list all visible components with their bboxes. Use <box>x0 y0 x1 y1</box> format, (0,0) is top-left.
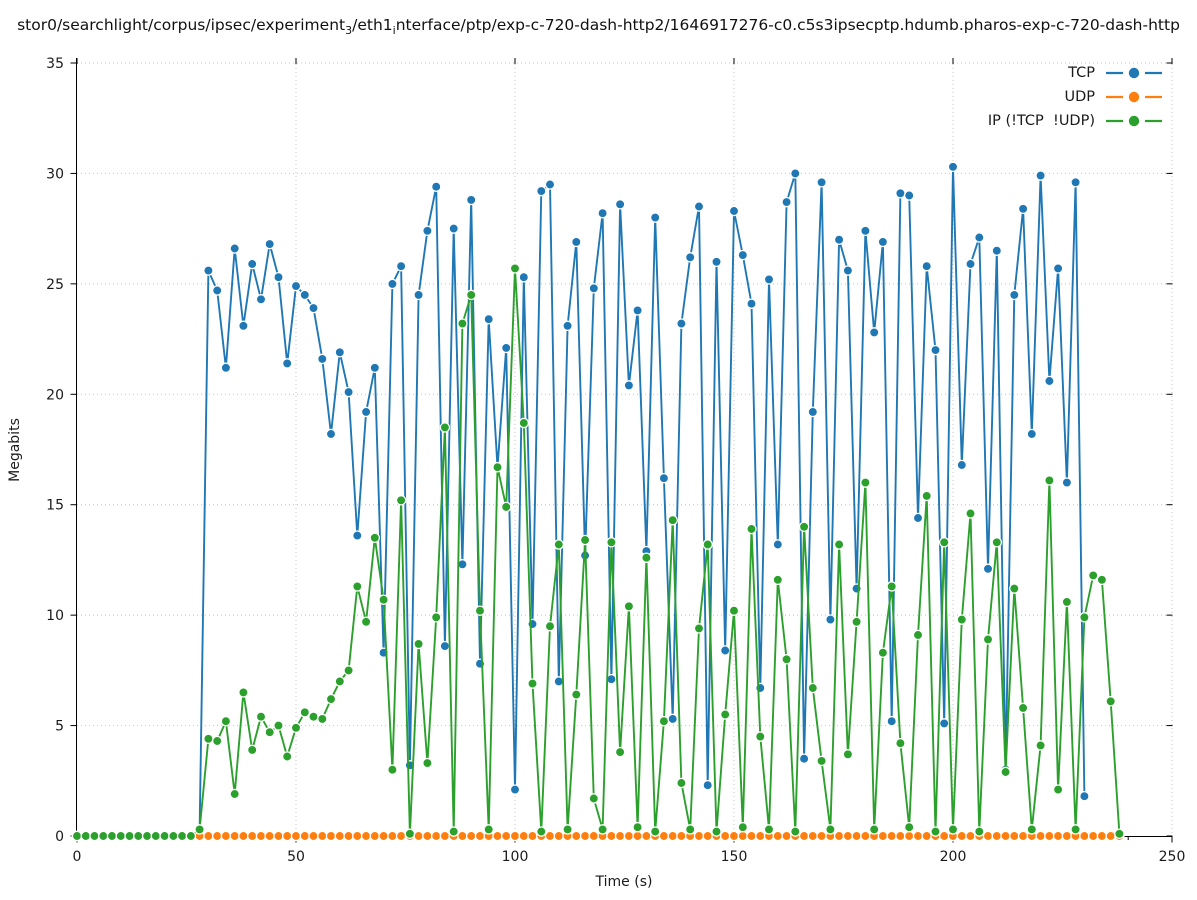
svg-text:0: 0 <box>73 849 82 865</box>
svg-text:5: 5 <box>55 719 64 735</box>
svg-text:200: 200 <box>940 849 967 865</box>
legend-label: UDP <box>1064 88 1095 105</box>
legend-line-marker-sample <box>1106 115 1162 126</box>
svg-text:0: 0 <box>55 829 64 845</box>
svg-text:35: 35 <box>46 56 64 72</box>
svg-text:25: 25 <box>46 277 64 293</box>
legend-label: TCP <box>1068 64 1095 81</box>
legend: TCP UDP IP (!TCP !UDP) <box>988 62 1163 131</box>
chart-title: stor0/searchlight/corpus/ipsec/experimen… <box>17 16 1180 37</box>
legend-item-tcp: TCP <box>988 62 1163 83</box>
svg-text:100: 100 <box>502 849 529 865</box>
svg-text:30: 30 <box>46 166 64 182</box>
svg-text:250: 250 <box>1159 849 1186 865</box>
title-segment: stor0/searchlight/corpus/ipsec/experimen… <box>17 16 346 34</box>
svg-text:150: 150 <box>721 849 748 865</box>
title-subscript: i <box>392 24 396 38</box>
svg-text:50: 50 <box>287 849 305 865</box>
title-segment: /eth1 <box>352 16 393 34</box>
svg-text:10: 10 <box>46 608 64 624</box>
title-subscript: 3 <box>345 24 353 38</box>
title-segment: nterface/ptp/exp-c-720-dash-http2/164691… <box>395 16 1180 34</box>
legend-item-ip-other: IP (!TCP !UDP) <box>988 110 1163 131</box>
x-axis-label: Time (s) <box>595 874 653 890</box>
svg-text:15: 15 <box>46 498 64 514</box>
legend-line-marker-sample <box>1106 67 1162 78</box>
legend-item-udp: UDP <box>988 86 1163 107</box>
legend-line-marker-sample <box>1106 91 1162 102</box>
svg-text:20: 20 <box>46 387 64 403</box>
legend-label: IP (!TCP !UDP) <box>987 112 1095 129</box>
